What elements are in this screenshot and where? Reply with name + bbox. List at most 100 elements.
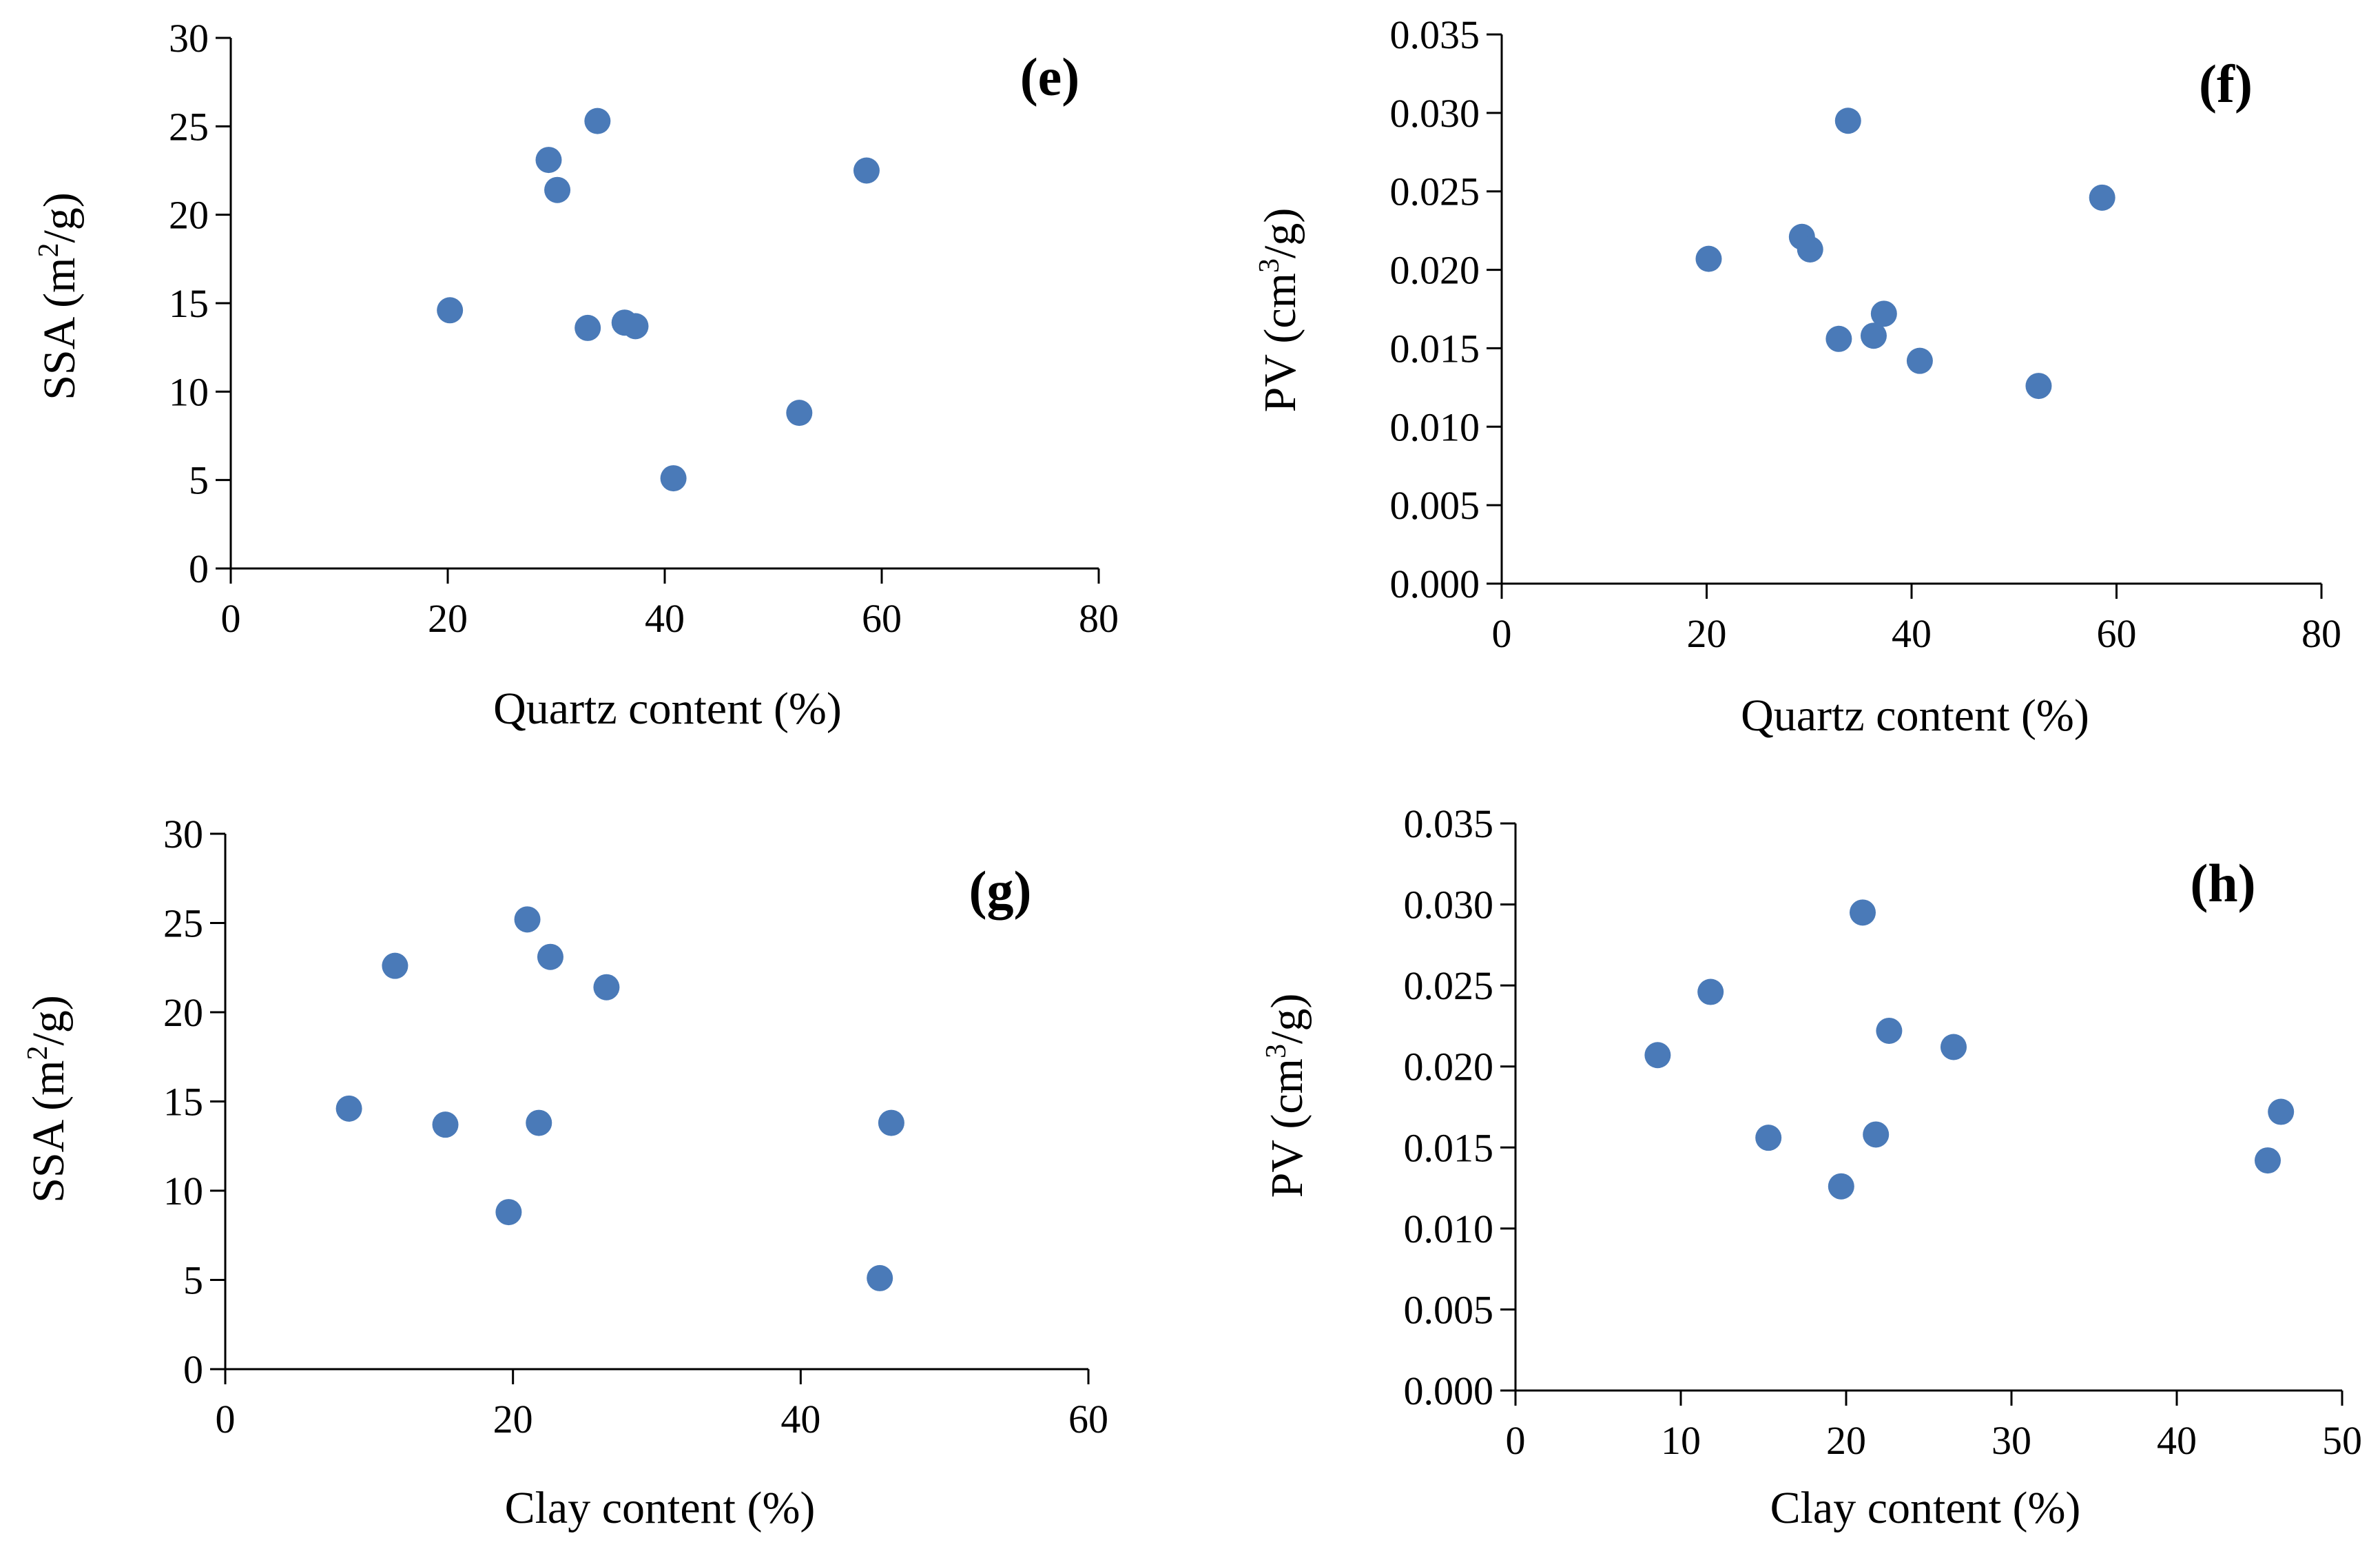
y-axis-title: PV (cm3/g) [1254,208,1305,413]
y-tick-label: 30 [169,16,209,61]
y-axis-title-sup: 2 [22,1046,54,1060]
data-point [786,400,813,427]
panel-g: (g) Clay content (%) SSA (m2/g) 05101520… [22,812,1108,1533]
x-tick-label: 40 [2157,1418,2197,1463]
data-point [514,906,541,933]
y-axis-title: SSA (m2/g) [22,995,74,1203]
panel-label: (f) [2199,54,2253,114]
x-tick-label: 60 [1068,1397,1108,1442]
y-tick-label: 0.000 [1404,1368,1494,1413]
data-point [867,1264,893,1291]
x-tick-label: 80 [1079,596,1119,641]
y-tick-label: 0.025 [1404,963,1494,1008]
data-point [537,943,563,970]
data-point [1644,1042,1671,1069]
data-point [437,297,464,324]
panel-f: (f) Quartz content (%) PV (cm3/g) 0.000 0… [1254,12,2341,741]
data-point [1828,1173,1854,1200]
data-point [575,314,601,341]
x-tick-label: 40 [1892,611,1932,656]
x-tick-label: 80 [2301,611,2341,656]
data-point [2268,1098,2295,1125]
y-tick-label: 0.035 [1390,12,1480,57]
y-tick-label: 0.005 [1390,483,1480,528]
y-axis-title-sup: 3 [1261,1044,1292,1058]
y-tick-label: 15 [163,1080,203,1125]
x-axis-title: Quartz content (%) [493,684,842,734]
y-tick-label: 0.015 [1390,326,1480,371]
panel-e: (e) Quartz content (%) SSA (m2/g) 0 5 10 15… [33,16,1119,734]
y-axis-title-base: PV (cm [1262,1058,1312,1198]
y-tick-label: 5 [183,1258,203,1303]
x-tick-label: 20 [1826,1418,1866,1463]
x-tick-label: 40 [780,1397,820,1442]
panel-h: (h) Clay content (%) PV (cm3/g) 0.000 0.0… [1261,801,2362,1533]
x-tick-label: 60 [862,596,902,641]
data-point [1850,899,1876,926]
data-point [335,1095,362,1122]
y-tick-label: 0.020 [1390,248,1480,293]
x-tick-label: 10 [1661,1418,1701,1463]
y-axis-title-base: PV (cm [1255,273,1305,412]
data-point [2025,373,2052,400]
panel-label: (h) [2190,853,2255,913]
data-point [1797,236,1823,263]
y-axis-title-base: SSA (m [23,1060,74,1203]
data-point [382,952,408,979]
x-tick-label: 50 [2322,1418,2362,1463]
y-tick-label: 25 [169,104,209,149]
y-tick-label: 0.030 [1404,883,1494,927]
y-tick-label: 0.015 [1404,1125,1494,1170]
data-point [535,147,562,174]
y-tick-label: 10 [169,369,209,414]
x-tick-label: 20 [428,596,468,641]
x-tick-label: 40 [645,596,685,641]
data-point [1870,300,1897,327]
y-tick-label: 15 [169,281,209,326]
data-point [1825,325,1852,352]
data-point [622,313,649,340]
data-point [526,1109,552,1136]
data-point [593,974,620,1001]
x-tick-label: 0 [221,596,241,641]
data-point [660,465,687,492]
y-tick-label: 0.030 [1390,91,1480,136]
panel-label: (e) [1020,47,1080,107]
x-tick-label: 30 [1991,1418,2031,1463]
y-tick-label: 25 [163,901,203,946]
y-tick-label: 0.005 [1404,1287,1494,1332]
y-axis-title-sup: 2 [33,243,65,258]
data-point [584,107,611,134]
y-axis-title-tail: /g) [1255,208,1305,258]
x-tick-label: 0 [216,1397,236,1442]
x-tick-label: 20 [1687,611,1727,656]
panel-label: (g) [969,860,1032,920]
data-point [2089,184,2115,211]
data-point [1876,1017,1903,1044]
y-tick-label: 5 [189,458,209,503]
y-tick-label: 0 [189,546,209,591]
data-point [1695,245,1722,272]
x-tick-label: 0 [1492,611,1512,656]
data-point [1860,322,1887,349]
y-axis-title: PV (cm3/g) [1261,994,1312,1198]
x-axis-title: Clay content (%) [505,1483,816,1533]
x-tick-label: 60 [2097,611,2137,656]
y-axis-title-tail: /g) [23,995,74,1045]
y-tick-label: 0 [183,1347,203,1392]
y-tick-label: 0.010 [1404,1207,1494,1251]
data-point [432,1111,459,1138]
data-point [2255,1147,2281,1174]
y-tick-label: 0.000 [1390,562,1480,606]
y-tick-label: 0.025 [1390,170,1480,214]
data-point [853,157,880,184]
y-tick-label: 0.035 [1404,801,1494,846]
data-point [1863,1121,1890,1148]
data-point [544,176,571,203]
x-tick-label: 20 [493,1397,533,1442]
data-point [1834,107,1861,134]
data-point [1941,1034,1967,1060]
data-point [1906,347,1933,374]
y-tick-label: 0.020 [1404,1045,1494,1089]
